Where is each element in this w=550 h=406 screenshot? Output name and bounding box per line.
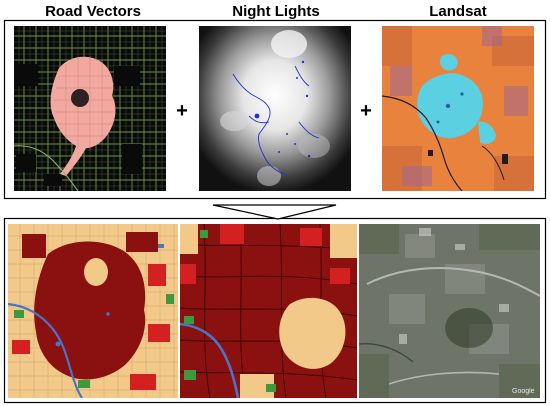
night-lights-title: Night Lights [232, 3, 320, 20]
night-lights-image [199, 26, 351, 191]
top-input-frame [3, 19, 547, 200]
down-arrow-icon [212, 204, 337, 220]
classified-map-image [8, 224, 178, 398]
satellite-basemap-image [359, 224, 540, 398]
landsat-title: Landsat [429, 3, 487, 20]
landsat-image [382, 26, 534, 191]
plus-sign-2: + [360, 100, 372, 122]
google-attribution: Google [512, 388, 535, 395]
classified-zoom-image [180, 224, 357, 398]
road-vectors-title: Road Vectors [45, 3, 141, 20]
road-vectors-image [14, 26, 166, 191]
plus-sign-1: + [176, 100, 188, 122]
